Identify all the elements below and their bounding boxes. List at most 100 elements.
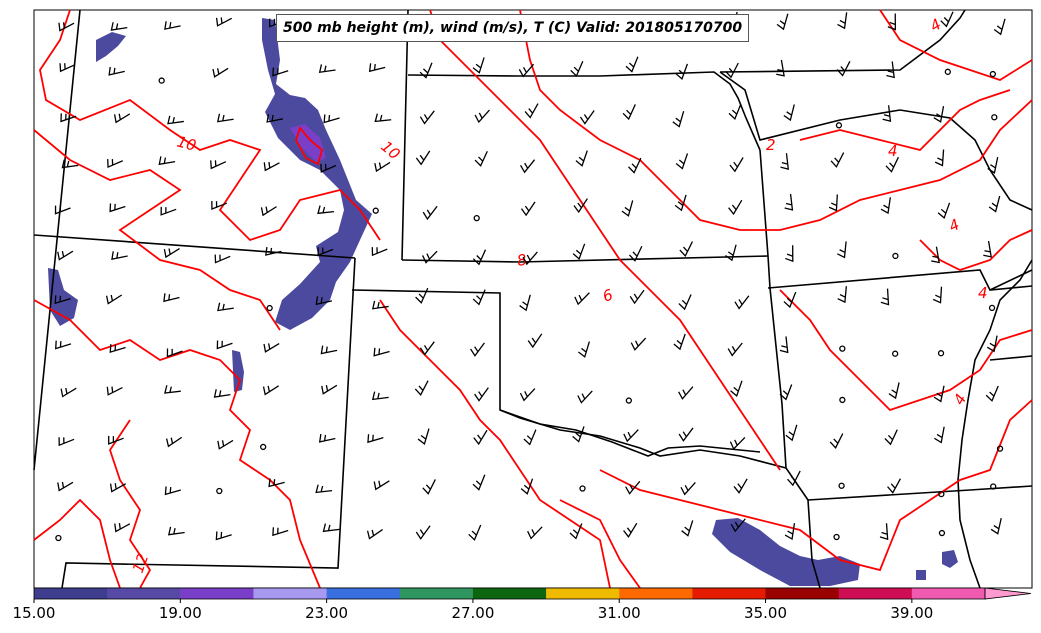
wind-barb (114, 523, 131, 533)
wind-barb (885, 156, 899, 173)
border-co-north (33, 234, 356, 259)
contour-12 (599, 399, 1033, 572)
wind-barb (674, 194, 687, 212)
wind-barb (315, 296, 333, 306)
wind-barb (673, 333, 686, 351)
wind-barb (106, 386, 123, 396)
wind-barb (415, 150, 431, 166)
wind-barb (111, 251, 128, 261)
calm-wind-marker (55, 534, 62, 542)
wind-barb (934, 149, 945, 167)
wind-barb (414, 380, 429, 396)
wind-barb (527, 333, 543, 349)
wind-barb (785, 245, 794, 263)
wind-barb (675, 153, 689, 170)
colorbar-swatch (399, 588, 474, 599)
wind-barb (417, 428, 430, 445)
wind-barb (165, 436, 183, 448)
wind-barb (625, 56, 639, 73)
wind-barb (54, 205, 71, 215)
colorbar-extend-arrow (984, 587, 1032, 600)
wind-barb (374, 161, 391, 173)
contour-10 (799, 89, 1011, 151)
calm-wind-marker (372, 207, 379, 214)
wind-barb (779, 384, 793, 401)
border-ms-river (957, 259, 1033, 589)
wind-barb (212, 67, 229, 78)
wind-barb (577, 390, 593, 404)
wind-barb (158, 156, 176, 166)
wind-barb (680, 481, 696, 496)
map-frame (33, 9, 1033, 589)
wind-barb (472, 474, 486, 491)
wind-barb (520, 201, 536, 217)
wind-barb (415, 287, 429, 304)
wind-barb (368, 63, 386, 73)
wind-barb (519, 159, 536, 174)
calm-wind-marker (892, 252, 899, 260)
wind-barb (366, 528, 384, 540)
colorbar-swatch (692, 588, 767, 599)
shade-utah (232, 350, 244, 392)
state-borders (33, 9, 1033, 589)
contour-label: 4 (978, 284, 988, 302)
wind-barb (268, 478, 285, 488)
contour-14 (559, 499, 641, 589)
calm-wind-marker (996, 445, 1004, 452)
wind-barb (579, 110, 595, 125)
wind-barb (318, 64, 336, 74)
calm-wind-marker (579, 485, 586, 492)
wind-barb (164, 385, 181, 394)
wind-barb (776, 59, 785, 77)
shade-nw (96, 32, 126, 62)
wind-barb (419, 62, 433, 79)
wind-barb (519, 294, 531, 312)
colorbar-swatch (765, 588, 840, 599)
wind-barb (57, 481, 74, 492)
colorbar (33, 587, 1032, 603)
wind-barb (371, 247, 388, 257)
wind-barb (830, 152, 845, 168)
colorbar-tick-label: 35.00 (744, 604, 788, 622)
wind-barb (520, 478, 534, 495)
border-ne-ks (401, 255, 769, 263)
colorbar-swatch (619, 588, 693, 599)
calm-wind-marker (892, 350, 899, 357)
shade-s (916, 570, 926, 580)
wind-barb (58, 437, 75, 447)
wind-barb (623, 429, 639, 443)
wind-barb (933, 385, 945, 403)
border-ok-panhandle (351, 289, 787, 469)
contour-4 (109, 419, 152, 589)
wind-barb (321, 384, 338, 395)
wind-barb (468, 524, 482, 541)
wind-barb (373, 480, 390, 491)
colorbar-tick-label: 15.00 (12, 604, 56, 622)
wind-barb (829, 433, 844, 449)
wind-barb (727, 342, 743, 357)
wind-barb (320, 345, 338, 355)
contour-label: 2 (766, 136, 776, 154)
colorbar-swatch (34, 588, 108, 599)
colorbar-swatch (546, 588, 620, 599)
wind-barb (272, 527, 289, 537)
shade-texas (712, 518, 860, 586)
wind-barb (59, 63, 76, 73)
colorbar-tick-label: 31.00 (597, 604, 641, 622)
wind-barb (630, 337, 647, 351)
wind-barb (260, 206, 277, 217)
wind-barb (215, 17, 233, 27)
border-tn-ms (989, 355, 1033, 361)
colorbar-swatch (107, 588, 181, 599)
contour-label: 10 (175, 132, 198, 154)
wind-barb (678, 427, 694, 442)
wind-barb (265, 246, 282, 256)
wind-barb (725, 62, 739, 79)
contour-label: 12 (129, 551, 152, 575)
calm-wind-marker (266, 304, 273, 312)
contour-6 (429, 9, 781, 471)
calm-wind-marker (625, 397, 632, 404)
border-wy-co (401, 9, 409, 261)
wind-barb (163, 248, 180, 259)
